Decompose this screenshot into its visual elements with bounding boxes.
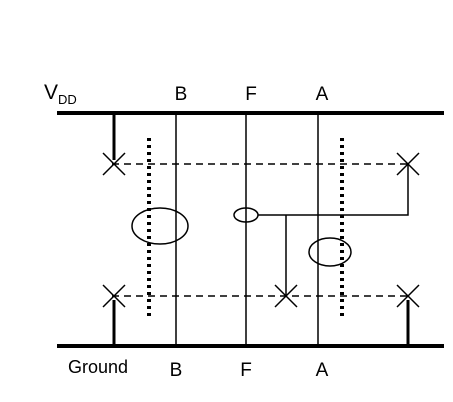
cross-mark-lower-middle (274, 284, 298, 308)
contact-large-left (131, 207, 189, 245)
vdd-label-sub: DD (58, 92, 77, 107)
contact-right (308, 237, 352, 267)
cross-mark-lower-right (396, 284, 420, 308)
ground-label: Ground (68, 357, 128, 377)
cross-mark-upper-right (396, 152, 420, 176)
vdd-label-main: V (44, 81, 58, 104)
bottom-label-b: B (170, 360, 183, 381)
top-label-a: A (316, 84, 329, 105)
contact-small-f (233, 207, 259, 223)
cross-mark-upper-left (102, 152, 126, 176)
bottom-label-a: A (316, 360, 329, 381)
vdd-label: VDD (44, 81, 77, 107)
top-label-b: B (175, 84, 188, 105)
cross-mark-lower-left (102, 284, 126, 308)
f-output-wire (258, 164, 409, 216)
top-label-f: F (245, 84, 257, 105)
bottom-label-f: F (240, 360, 252, 381)
